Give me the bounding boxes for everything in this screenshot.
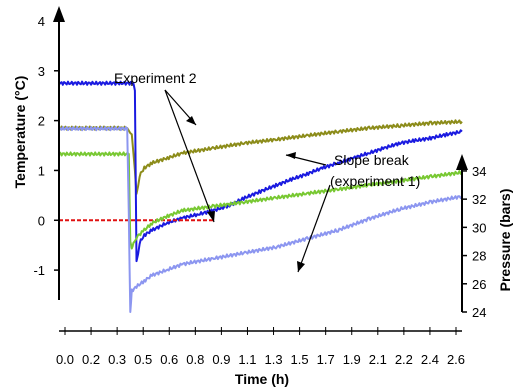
left-axis: -1 0 1 2 3 4 [33, 6, 65, 300]
series-line-pressure-exp1 [58, 126, 463, 313]
right-axis-title: Pressure (bars) [497, 189, 513, 292]
x-tick-label: 1.1 [238, 352, 256, 367]
arrow-slope-lower [297, 184, 331, 273]
left-axis-arrow [53, 6, 65, 22]
series-line-pressure-exp2 [58, 151, 463, 250]
x-tick-label: 2.4 [421, 352, 439, 367]
left-tick-label: 1 [38, 163, 45, 178]
x-tick-label: 1.7 [317, 352, 335, 367]
right-tick-label: 30 [472, 220, 486, 235]
plot-lines [58, 80, 463, 313]
x-tick-label: 0.2 [82, 352, 100, 367]
right-axis: 24 26 28 30 32 34 [456, 154, 486, 320]
left-tick-label: 4 [38, 14, 45, 29]
arrow-exp2-upper-head [186, 116, 196, 125]
right-tick-label: 32 [472, 192, 486, 207]
arrow-exp2-lower-head [207, 211, 215, 222]
left-tick-label: 3 [38, 64, 45, 79]
right-tick-label: 24 [472, 305, 486, 320]
arrow-slope-lower-head [297, 261, 305, 272]
x-tick-label: 0.8 [186, 352, 204, 367]
x-axis: 0.0 0.2 0.3 0.5 0.6 0.8 0.9 1.1 1.3 1.5 1.7 1.9 2.1 2… [56, 327, 465, 367]
series-line-temp-exp1 [58, 80, 463, 263]
x-tick-label: 2.1 [369, 352, 387, 367]
x-tick-label: 1.5 [291, 352, 309, 367]
left-axis-title: Temperature (°C) [12, 76, 28, 189]
x-tick-label: 1.9 [343, 352, 361, 367]
left-tick-label: -1 [33, 263, 45, 278]
annotation-slope-break: Slope break [334, 152, 410, 168]
annotations: Experiment 2 Slope break (experiment 1) [114, 70, 420, 273]
x-tick-label: 0.3 [108, 352, 126, 367]
left-tick-label: 0 [38, 213, 45, 228]
annotation-experiment2: Experiment 2 [114, 70, 197, 86]
x-tick-label: 0.9 [212, 352, 230, 367]
right-axis-arrow [456, 154, 468, 170]
x-axis-title: Time (h) [235, 371, 289, 387]
x-tick-label: 2.2 [395, 352, 413, 367]
x-tick-label: 0.6 [160, 352, 178, 367]
x-tick-label: 1.3 [264, 352, 282, 367]
right-tick-label: 28 [472, 249, 486, 264]
x-tick-label: 2.6 [447, 352, 465, 367]
x-tick-label: 0.0 [56, 352, 74, 367]
left-tick-label: 2 [38, 114, 45, 129]
x-tick-label: 0.5 [134, 352, 152, 367]
right-tick-label: 34 [472, 164, 486, 179]
right-tick-label: 26 [472, 277, 486, 292]
arrow-slope-upper-head [286, 152, 296, 159]
annotation-slope-break-sub: (experiment 1) [330, 173, 420, 189]
arrow-exp2-lower [164, 89, 215, 223]
